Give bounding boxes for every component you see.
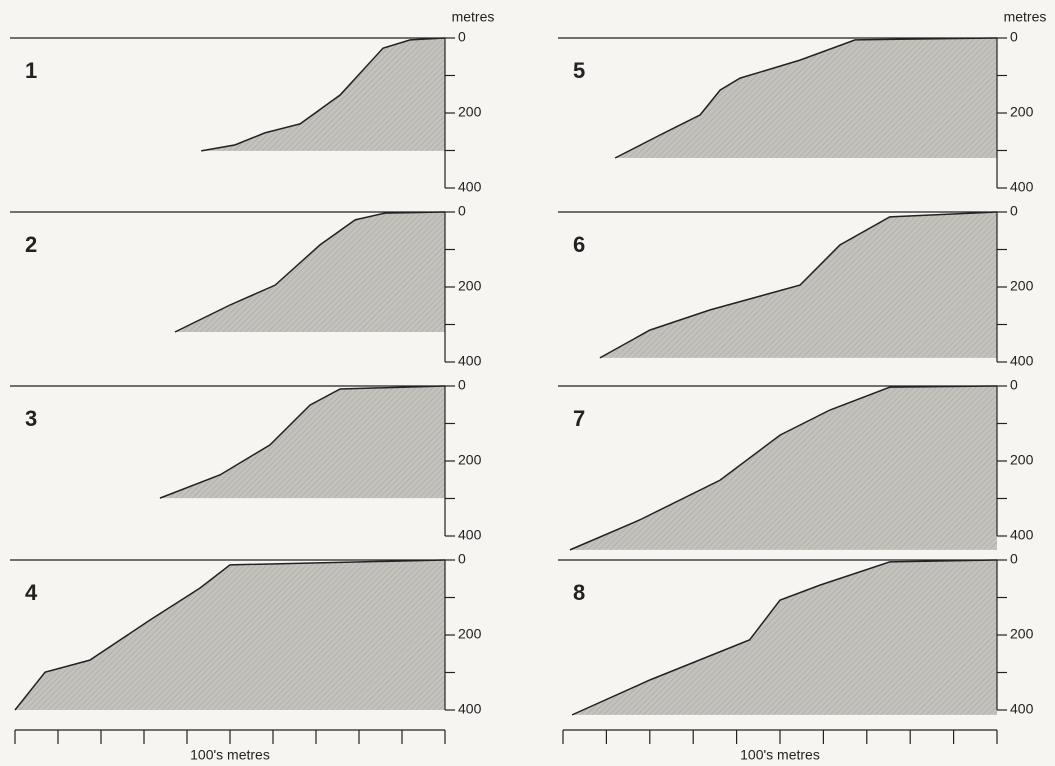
profile-line [159, 385, 446, 499]
profile-hatch [572, 560, 997, 715]
profile-line [614, 37, 998, 159]
profile-hatch [174, 212, 445, 332]
y-tick-label: 0 [1010, 551, 1018, 567]
y-tick-label: 400 [458, 527, 482, 543]
y-tick-label: 400 [1010, 353, 1034, 369]
profile-hatch [159, 386, 445, 499]
y-tick-label: 0 [1010, 377, 1018, 393]
y-tick-label: 400 [458, 353, 482, 369]
y-tick-label: 0 [458, 203, 466, 219]
y-tick-label: 200 [458, 626, 482, 642]
y-tick-label: 400 [1010, 179, 1034, 195]
panel-number: 1 [25, 58, 37, 83]
y-tick-label: 0 [458, 551, 466, 567]
y-tick-label: 200 [458, 104, 482, 120]
y-tick-label: 0 [458, 29, 466, 45]
profile-hatch [599, 212, 997, 358]
y-tick-label: 0 [1010, 29, 1018, 45]
y-tick-label: 0 [458, 377, 466, 393]
panel-number: 3 [25, 406, 37, 431]
panel-number: 5 [573, 58, 585, 83]
panel-number: 4 [25, 580, 38, 605]
profile-hatch [201, 38, 445, 151]
y-tick-label: 400 [1010, 527, 1034, 543]
panel-number: 8 [573, 580, 585, 605]
y-tick-label: 200 [1010, 104, 1034, 120]
y-tick-label: 400 [458, 701, 482, 717]
y-tick-label: 200 [458, 278, 482, 294]
profile-line [571, 559, 998, 716]
y-tick-label: 200 [458, 452, 482, 468]
profile-hatch [15, 560, 445, 710]
profile-line [599, 211, 998, 359]
y-tick-label: 200 [1010, 452, 1034, 468]
profile-line [14, 559, 446, 711]
panel-number: 7 [573, 406, 585, 431]
y-tick-label: 400 [458, 179, 482, 195]
panel-number: 6 [573, 232, 585, 257]
profile-line [201, 37, 446, 152]
y-axis-label: metres [452, 9, 495, 25]
y-axis-label: metres [1004, 9, 1047, 25]
profile-hatch [615, 38, 997, 158]
x-axis-label: 100's metres [740, 747, 820, 763]
profile-line [569, 385, 998, 551]
y-tick-label: 400 [1010, 701, 1034, 717]
panel-number: 2 [25, 232, 37, 257]
profile-hatch [569, 386, 997, 550]
x-axis-label: 100's metres [190, 747, 270, 763]
y-tick-label: 200 [1010, 626, 1034, 642]
y-tick-label: 200 [1010, 278, 1034, 294]
y-tick-label: 0 [1010, 203, 1018, 219]
profile-line [174, 211, 446, 333]
